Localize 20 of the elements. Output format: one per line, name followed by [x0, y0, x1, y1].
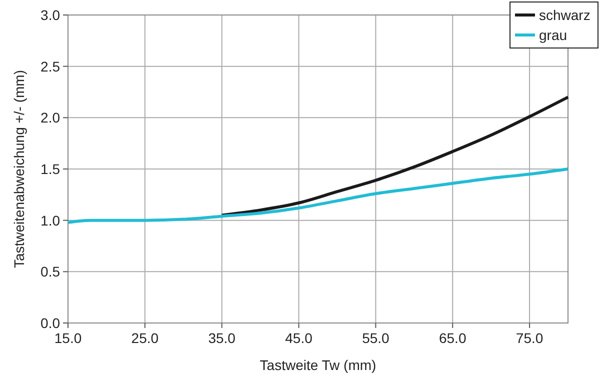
y-tick-label: 0.0: [40, 315, 60, 331]
y-tick-label: 1.5: [40, 161, 60, 177]
x-tick-label: 65.0: [438, 330, 466, 346]
legend-label: grau: [539, 27, 568, 43]
line-series: [66, 168, 570, 224]
y-tick-label: 0.5: [40, 264, 60, 280]
legend-label: schwarz: [539, 7, 590, 23]
x-axis-title: Tastweite Tw (mm): [260, 357, 376, 373]
x-tick-label: 75.0: [516, 330, 544, 346]
line-series: [220, 96, 570, 217]
x-tick-label: 55.0: [362, 330, 390, 346]
x-tick-label: 25.0: [131, 330, 159, 346]
x-tick-label: 35.0: [208, 330, 236, 346]
y-tick-label: 1.0: [40, 212, 60, 228]
y-tick-label: 2.5: [40, 58, 60, 74]
y-tick-label: 2.0: [40, 110, 60, 126]
y-tick-label: 3.0: [40, 7, 60, 23]
y-axis-title: Tastweitenabweichung +/- (mm): [11, 70, 27, 268]
x-tick-label: 45.0: [285, 330, 313, 346]
x-tick-label: 15.0: [54, 330, 82, 346]
